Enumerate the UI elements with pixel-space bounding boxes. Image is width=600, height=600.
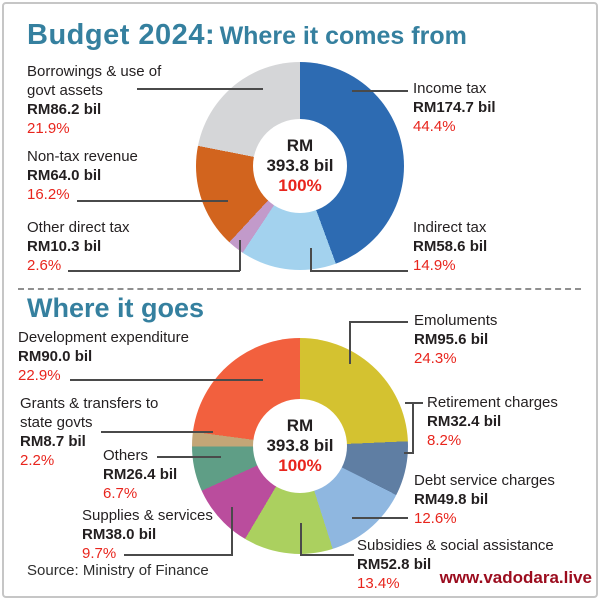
slice-percent: 8.2% [427,432,462,449]
leader-line-development [70,379,263,381]
slice-percent: 22.9% [18,367,61,384]
slice-label-borrowings: Borrowings & use of govt assets RM86.2 b… [27,62,172,138]
leader-line-emoluments [349,321,351,364]
leader-line-other-direct [68,270,240,272]
slice-value: RM52.8 bil [357,556,432,573]
slice-percent: 16.2% [27,186,70,203]
slice-name: Others [103,447,149,464]
leader-line-nontax [77,200,228,202]
watermark-link[interactable]: www.vadodara.live [439,568,592,587]
slice-label-retirement-charges: Retirement charges RM32.4 bil 8.2% [427,393,558,450]
slice-name: Non-tax revenue [27,148,138,165]
center-total: 393.8 bil [266,436,334,455]
slice-label-development-expenditure: Development expenditure RM90.0 bil 22.9% [18,328,189,385]
title-main: Budget 2024: [27,19,216,51]
leader-line-debt-service [352,517,408,519]
leader-line-retirement [405,402,423,404]
slice-percent: 6.7% [103,485,138,502]
leader-line-income-tax [352,90,408,92]
leader-line-retirement [404,452,414,454]
center-currency: RM [286,136,314,155]
expenditure-donut-center: RM 393.8 bil 100% [253,399,347,493]
leader-line-borrowings [137,88,263,90]
slice-value: RM26.4 bil [103,466,178,483]
slice-value: RM86.2 bil [27,101,102,118]
slice-value: RM90.0 bil [18,348,93,365]
slice-percent: 44.4% [413,118,456,135]
leader-line-retirement [412,402,414,453]
slice-percent: 21.9% [27,120,70,137]
center-currency: RM [286,416,314,435]
slice-value: RM49.8 bil [414,491,489,508]
slice-value: RM58.6 bil [413,238,488,255]
slice-percent: 2.6% [27,257,62,274]
slice-percent: 9.7% [82,545,117,562]
slice-label-income-tax: Income tax RM174.7 bil 44.4% [413,79,496,136]
leader-line-indirect [310,248,312,271]
center-percent: 100% [278,176,322,195]
slice-value: RM64.0 bil [27,167,102,184]
dashed-divider [18,288,581,290]
slice-label-others: Others RM26.4 bil 6.7% [103,446,177,503]
slice-label-other-direct-tax: Other direct tax RM10.3 bil 2.6% [27,218,130,275]
leader-line-supplies [231,507,233,555]
slice-value: RM38.0 bil [82,526,157,543]
leader-line-grants [101,431,213,433]
expenditure-donut-chart: RM 393.8 bil 100% [192,338,408,554]
slice-percent: 2.2% [20,452,55,469]
slice-name: Subsidies & social assistance [357,537,554,554]
revenue-donut-center: RM 393.8 bil 100% [253,119,347,213]
leader-line-emoluments [349,321,408,323]
slice-label-nontax-revenue: Non-tax revenue RM64.0 bil 16.2% [27,147,138,204]
slice-percent: 13.4% [357,575,400,592]
slice-name: Other direct tax [27,219,130,236]
slice-value: RM8.7 bil [20,433,86,450]
page-title: Budget 2024: Where it comes from [27,19,467,52]
slice-label-grants-transfers: Grants & transfers to state govts RM8.7 … [20,394,195,470]
slice-value: RM95.6 bil [414,331,489,348]
slice-name: Development expenditure [18,329,189,346]
slice-label-debt-service: Debt service charges RM49.8 bil 12.6% [414,471,555,528]
title-sub: Where it comes from [219,22,467,50]
slice-name: Emoluments [414,312,498,329]
center-percent: 100% [278,456,322,475]
leader-line-other-direct [239,240,241,271]
section-title-where-it-goes: Where it goes [27,293,205,323]
slice-name: Borrowings & use of govt assets [27,63,162,99]
leader-line-others [157,456,221,458]
slice-name: Grants & transfers to state govts [20,395,159,431]
leader-line-subsidies [300,523,302,555]
center-total: 393.8 bil [266,156,334,175]
slice-label-subsidies: Subsidies & social assistance RM52.8 bil… [357,536,554,593]
slice-name: Indirect tax [413,219,487,236]
slice-value: RM32.4 bil [427,413,502,430]
leader-line-supplies [124,554,233,556]
slice-percent: 14.9% [413,257,456,274]
leader-line-indirect [310,270,408,272]
leader-line-subsidies [300,554,354,556]
slice-percent: 24.3% [414,350,457,367]
slice-percent: 12.6% [414,510,457,527]
slice-name: Debt service charges [414,472,555,489]
slice-value: RM10.3 bil [27,238,102,255]
slice-value: RM174.7 bil [413,99,496,116]
slice-name: Retirement charges [427,394,558,411]
slice-label-emoluments: Emoluments RM95.6 bil 24.3% [414,311,497,368]
slice-name: Supplies & services [82,507,213,524]
revenue-donut-chart: RM 393.8 bil 100% [196,62,404,270]
slice-name: Income tax [413,80,487,97]
source-note: Source: Ministry of Finance [27,562,209,579]
slice-label-indirect-tax: Indirect tax RM58.6 bil 14.9% [413,218,487,275]
slice-label-supplies-services: Supplies & services RM38.0 bil 9.7% [82,506,213,563]
